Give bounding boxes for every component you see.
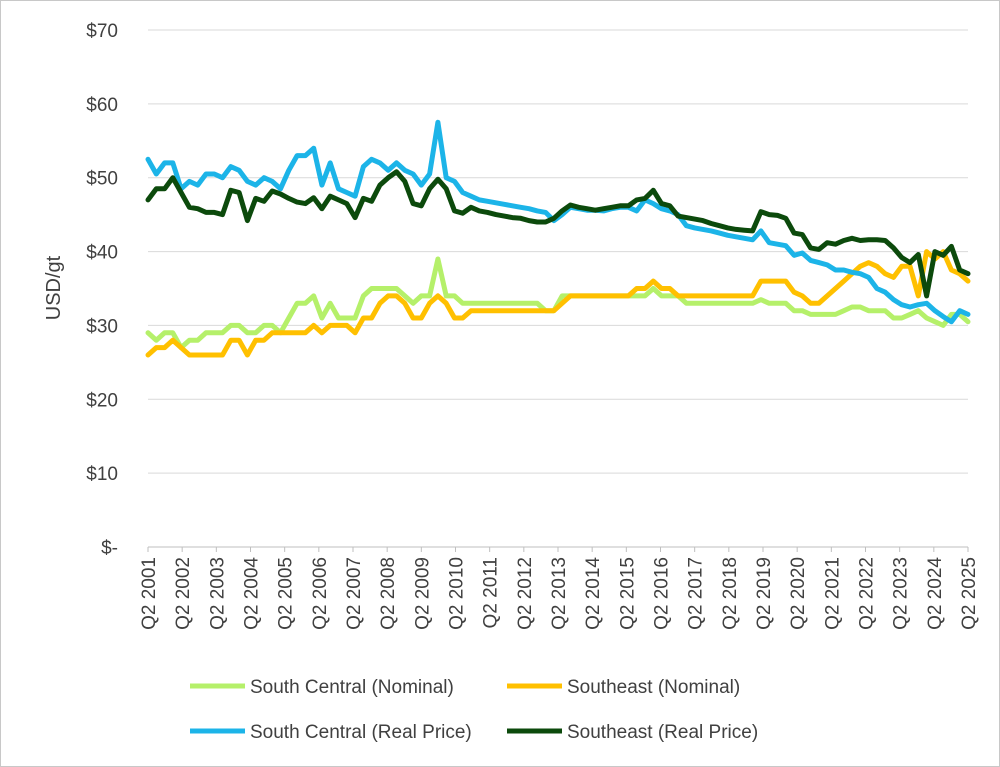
series-line-2 (145, 249, 971, 358)
gridlines (147, 29, 969, 552)
y-tick-label: $- (101, 538, 118, 559)
series-line-3 (145, 119, 971, 325)
x-tick-label: Q2 2017 (686, 557, 707, 630)
series-line-1 (145, 256, 971, 351)
x-tick-label: Q2 2004 (242, 557, 263, 630)
x-tick-label: Q2 2011 (481, 557, 502, 628)
x-tick-label: Q2 2005 (276, 557, 297, 630)
x-tick-label: Q2 2019 (754, 557, 775, 630)
x-tick-label: Q2 2007 (344, 557, 365, 630)
y-tick-label: $20 (86, 390, 118, 411)
x-tick-label: Q2 2018 (720, 557, 741, 630)
series-line-4 (145, 169, 971, 299)
x-tick-label: Q2 2020 (788, 557, 809, 630)
y-tick-label: $60 (86, 95, 118, 116)
x-tick-label: Q2 2010 (447, 557, 468, 630)
legend-label: South Central (Real Price) (250, 722, 472, 743)
y-tick-label: $30 (86, 316, 118, 337)
y-axis-ticks: $- $10 $20 $30 $40 $50 $60 $70 (86, 21, 118, 559)
x-tick-label: Q2 2001 (139, 557, 160, 630)
x-tick-label: Q2 2013 (549, 557, 570, 630)
series-lines (145, 119, 971, 358)
legend: South Central (Nominal) Southeast (Nomina… (190, 677, 758, 743)
x-tick-label: Q2 2016 (652, 557, 673, 630)
legend-label: Southeast (Nominal) (567, 677, 740, 698)
x-tick-label: Q2 2023 (891, 557, 912, 630)
x-tick-label: Q2 2002 (173, 557, 194, 630)
x-tick-label: Q2 2022 (857, 557, 878, 630)
x-tick-label: Q2 2006 (310, 557, 331, 630)
y-tick-label: $40 (86, 243, 118, 264)
x-tick-label: Q2 2021 (822, 557, 843, 630)
x-tick-label: Q2 2008 (378, 557, 399, 630)
x-tick-label: Q2 2009 (412, 557, 433, 630)
y-tick-label: $10 (86, 464, 118, 485)
x-axis-ticks: Q2 2001 Q2 2002 Q2 2003 Q2 2004 Q2 2005 Q2 20… (139, 557, 980, 630)
y-tick-label: $70 (86, 21, 118, 42)
x-tick-label: Q2 2024 (925, 557, 946, 630)
x-tick-label: Q2 2014 (583, 557, 604, 630)
x-tick-label: Q2 2025 (959, 557, 980, 630)
y-axis-label: USD/gt (43, 255, 65, 320)
x-tick-label: Q2 2003 (207, 557, 228, 630)
x-tick-label: Q2 2015 (617, 557, 638, 630)
y-tick-label: $50 (86, 169, 118, 190)
legend-label: Southeast (Real Price) (567, 722, 758, 743)
legend-label: South Central (Nominal) (250, 677, 454, 698)
x-tick-label: Q2 2012 (515, 557, 536, 630)
